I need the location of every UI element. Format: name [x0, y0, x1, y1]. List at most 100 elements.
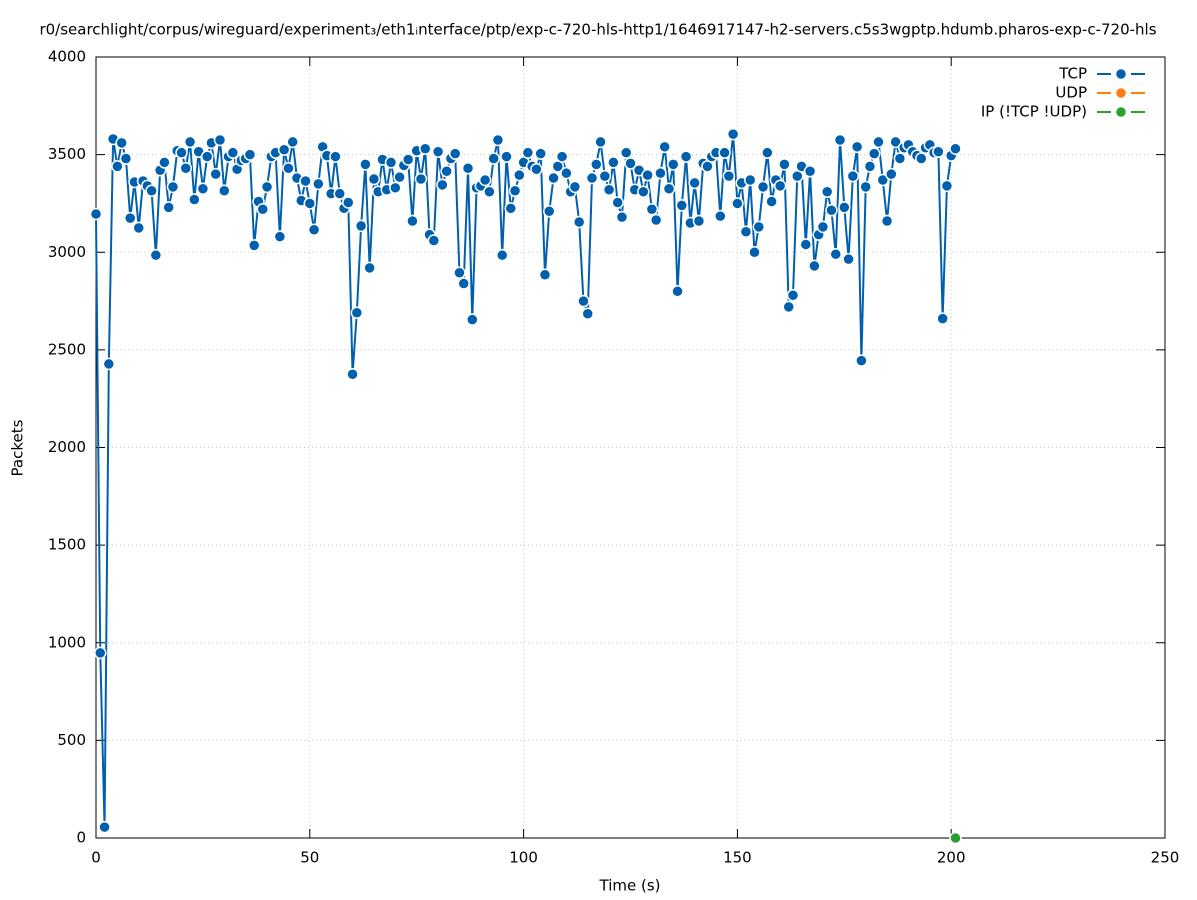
data-point [778, 158, 791, 171]
y-tick-label: 4000 [48, 48, 86, 66]
data-point [414, 172, 428, 186]
y-axis-label: Packets [9, 419, 27, 476]
data-point [359, 158, 372, 171]
data-point [645, 203, 659, 216]
data-point [876, 173, 890, 187]
data-point [393, 170, 406, 184]
data-point [346, 368, 359, 381]
x-tick-label: 0 [91, 849, 101, 867]
data-point [260, 180, 274, 194]
data-point [406, 214, 419, 228]
data-point [538, 268, 552, 281]
data-point [466, 313, 479, 326]
data-point [312, 177, 325, 191]
data-point [367, 172, 381, 186]
data-point [530, 163, 543, 176]
data-point [401, 153, 415, 166]
legend-swatch [1114, 105, 1128, 119]
data-point [453, 266, 466, 280]
data-point [585, 171, 599, 185]
y-tick-label: 500 [57, 731, 86, 749]
data-point [329, 150, 342, 163]
data-point [149, 248, 163, 262]
data-point [243, 148, 257, 161]
data-point [722, 169, 736, 183]
data-point [572, 215, 586, 229]
data-point [350, 306, 364, 320]
data-point [726, 127, 740, 141]
data-point [765, 195, 778, 208]
data-point [354, 219, 368, 233]
data-point [808, 259, 821, 273]
legend-label: UDP [1055, 84, 1087, 102]
data-point [419, 142, 432, 156]
data-point [457, 277, 470, 290]
data-point [461, 162, 475, 175]
data-point [863, 160, 877, 173]
data-point [915, 152, 928, 165]
data-point [602, 183, 616, 197]
x-tick-label: 150 [723, 849, 752, 867]
data-point [132, 221, 146, 235]
data-point [773, 179, 787, 193]
data-point [581, 307, 594, 321]
data-point [299, 174, 312, 188]
data-point [846, 169, 860, 183]
data-point [688, 176, 701, 190]
data-point [183, 135, 197, 149]
data-point [277, 143, 291, 156]
data-point [641, 168, 654, 182]
data-point [594, 135, 607, 149]
data-point [162, 201, 175, 214]
data-point [483, 185, 496, 198]
data-point [799, 238, 813, 251]
y-tick-label: 3000 [48, 243, 86, 261]
data-point [123, 211, 137, 225]
y-tick-label: 1000 [48, 633, 86, 651]
data-point [247, 239, 261, 252]
data-point [577, 294, 590, 308]
data-point [273, 230, 287, 243]
data-point [880, 214, 894, 228]
chart-title: r0/searchlight/corpus/wireguard/experime… [39, 21, 1156, 39]
data-point [427, 234, 441, 247]
data-point [949, 142, 962, 156]
data-point [872, 135, 885, 149]
data-point [448, 147, 462, 160]
data-point [825, 204, 838, 217]
data-point [675, 199, 689, 212]
data-point [384, 156, 398, 169]
data-point [842, 252, 855, 266]
data-point [624, 157, 637, 170]
legend-label: TCP [1058, 65, 1087, 83]
data-point [598, 169, 612, 183]
data-point [752, 220, 766, 234]
data-point [731, 197, 744, 210]
data-point [440, 164, 453, 178]
data-point [786, 288, 800, 302]
data-point [756, 180, 770, 194]
data-point [534, 147, 547, 160]
data-point [940, 179, 954, 193]
data-point [213, 133, 227, 147]
data-point [286, 135, 299, 149]
data-point [607, 156, 620, 169]
legend-label: IP (!TCP !UDP) [981, 103, 1087, 121]
x-tick-label: 200 [937, 849, 966, 867]
y-tick-label: 0 [76, 829, 86, 847]
data-point [307, 223, 321, 237]
data-point [658, 140, 671, 154]
data-point [500, 150, 513, 163]
data-point [739, 225, 753, 238]
data-point [936, 312, 949, 325]
data-point [568, 180, 582, 194]
data-point [115, 136, 128, 150]
y-tick-label: 1500 [48, 536, 86, 554]
legend-swatch [1114, 67, 1128, 81]
data-point [196, 182, 210, 196]
data-point [761, 146, 774, 159]
data-point [508, 184, 522, 197]
data-point [543, 204, 556, 218]
